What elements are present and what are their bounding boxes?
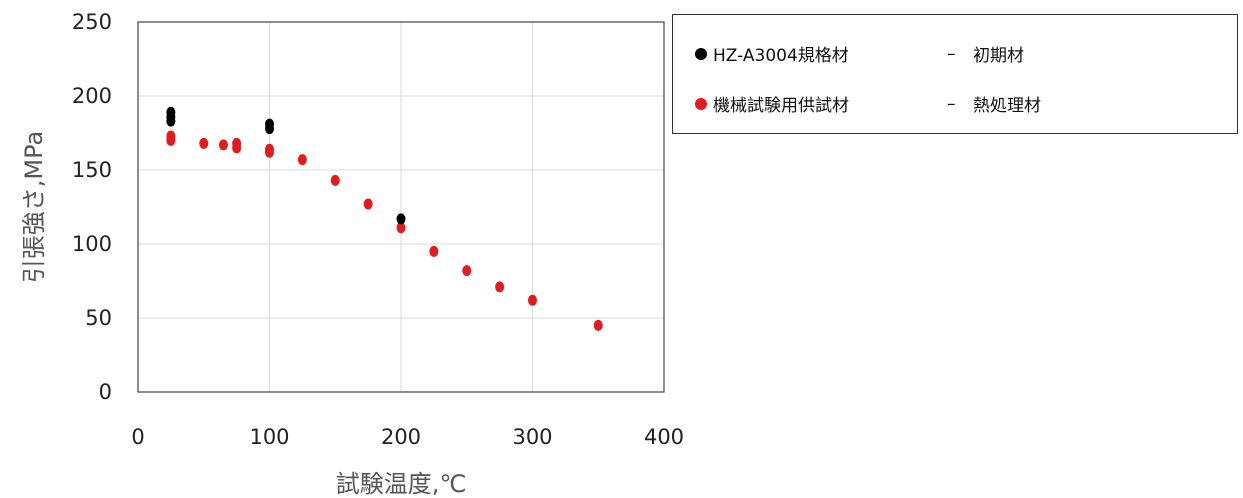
data-point-red [166, 134, 176, 146]
data-point-red [528, 294, 537, 306]
data-points [166, 106, 603, 331]
data-point-red [593, 319, 603, 331]
data-point-red [429, 245, 439, 257]
legend-dash: – [947, 93, 956, 114]
x-axis-title: 試験温度,℃ [336, 470, 467, 498]
y-axis-title: 引張強さ,MPa [20, 131, 48, 283]
legend-series-name: 機械試験用供試材 [713, 96, 849, 116]
y-tick-label: 250 [72, 10, 112, 34]
legend-marker-red [695, 97, 707, 110]
x-tick-label: 100 [249, 425, 289, 449]
x-tick-label: 400 [644, 425, 684, 449]
data-point-red [265, 146, 274, 158]
x-tick-label: 200 [381, 425, 421, 449]
y-tick-label: 0 [99, 380, 112, 404]
data-point-red [199, 137, 209, 149]
data-point-red [495, 281, 505, 293]
legend-series-condition: 初期材 [973, 46, 1024, 66]
y-tick-label: 50 [85, 306, 112, 330]
x-tick-label: 300 [512, 425, 552, 449]
data-point-black [166, 115, 176, 127]
legend-series-name: HZ-A3004規格材 [713, 46, 849, 66]
y-tick-label: 150 [72, 158, 112, 182]
legend: HZ-A3004規格材 – 初期材 機械試験用供試材 – 熱処理材 [672, 14, 1238, 134]
gridlines [138, 22, 664, 392]
data-point-red [232, 142, 242, 154]
legend-entry: HZ-A3004規格材 – 初期材 [695, 41, 1024, 66]
data-point-black [265, 123, 274, 135]
legend-series-condition: 熱処理材 [973, 96, 1041, 116]
y-tick-labels: 0 50 100 150 200 250 [72, 10, 112, 404]
data-point-red [462, 265, 472, 277]
data-point-red [363, 198, 373, 210]
legend-entry: 機械試験用供試材 – 熱処理材 [695, 91, 1041, 116]
legend-dash: – [947, 43, 956, 64]
y-tick-label: 200 [72, 84, 112, 108]
legend-marker-black [695, 47, 707, 60]
data-point-red [396, 222, 406, 234]
data-point-black [396, 213, 406, 225]
data-point-red [297, 154, 307, 166]
x-tick-label: 0 [131, 425, 144, 449]
data-point-red [218, 139, 228, 151]
plot-area-border [137, 21, 665, 393]
data-point-red [330, 174, 340, 186]
y-tick-label: 100 [72, 232, 112, 256]
x-tick-labels: 0 100 200 300 400 [131, 425, 684, 449]
